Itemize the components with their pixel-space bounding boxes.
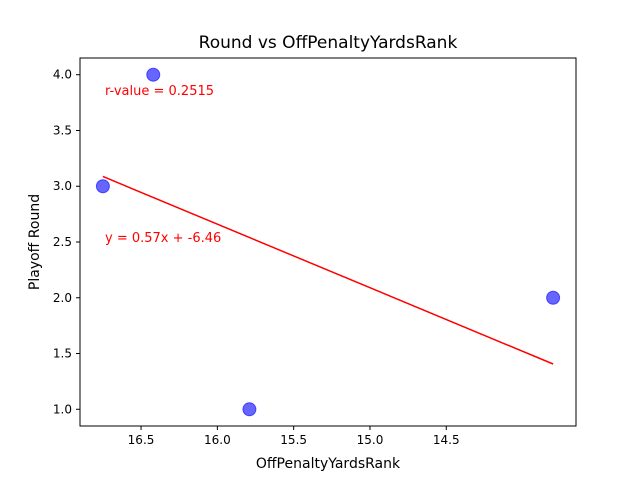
- y-tick-label-4: 2.5: [53, 235, 72, 249]
- x-tick-label-5: 14.5: [433, 433, 460, 447]
- data-point-2: [146, 67, 161, 82]
- data-point-4: [546, 290, 561, 305]
- y-tick-label-7: 4.0: [53, 68, 72, 82]
- y-tick-label-3: 2.0: [53, 291, 72, 305]
- x-axis-label: OffPenaltyYardsRank: [256, 456, 401, 472]
- y-tick-label-1: 1.0: [53, 402, 72, 416]
- x-tick-label-1: 16.5: [128, 433, 155, 447]
- plot-area: 16.5 16.0 15.5 15.0 14.5 1.0 1.5 2.0 2.5 3.0 3.5 4.…: [53, 57, 577, 447]
- x-tick-label-2: 16.0: [204, 433, 231, 447]
- data-point-3: [242, 402, 257, 417]
- equation-annotation: y = 0.57x + -6.46: [105, 231, 221, 246]
- x-tick-label-4: 15.0: [357, 433, 384, 447]
- r-value-annotation: r-value = 0.2515: [105, 84, 214, 99]
- y-tick-label-2: 1.5: [53, 347, 72, 361]
- chart-title: Round vs OffPenaltyYardsRank: [199, 33, 458, 53]
- data-point-1: [95, 179, 110, 194]
- x-tick-label-3: 15.5: [280, 433, 307, 447]
- y-axis-label: Playoff Round: [27, 194, 43, 290]
- regression-line: [102, 175, 554, 365]
- y-tick-label-5: 3.0: [53, 179, 72, 193]
- y-tick-label-6: 3.5: [53, 123, 72, 137]
